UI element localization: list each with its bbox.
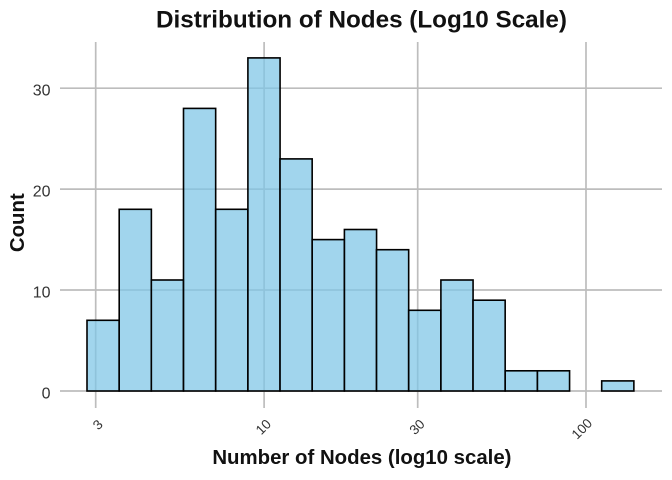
svg-text:30: 30 bbox=[33, 83, 51, 100]
svg-text:0: 0 bbox=[42, 385, 51, 402]
svg-text:20: 20 bbox=[33, 184, 51, 201]
svg-text:Count: Count bbox=[7, 193, 29, 252]
svg-text:10: 10 bbox=[33, 284, 51, 301]
svg-text:Distribution of Nodes (Log10 S: Distribution of Nodes (Log10 Scale) bbox=[156, 7, 567, 34]
svg-text:Number of Nodes (log10 scale): Number of Nodes (log10 scale) bbox=[212, 447, 511, 469]
